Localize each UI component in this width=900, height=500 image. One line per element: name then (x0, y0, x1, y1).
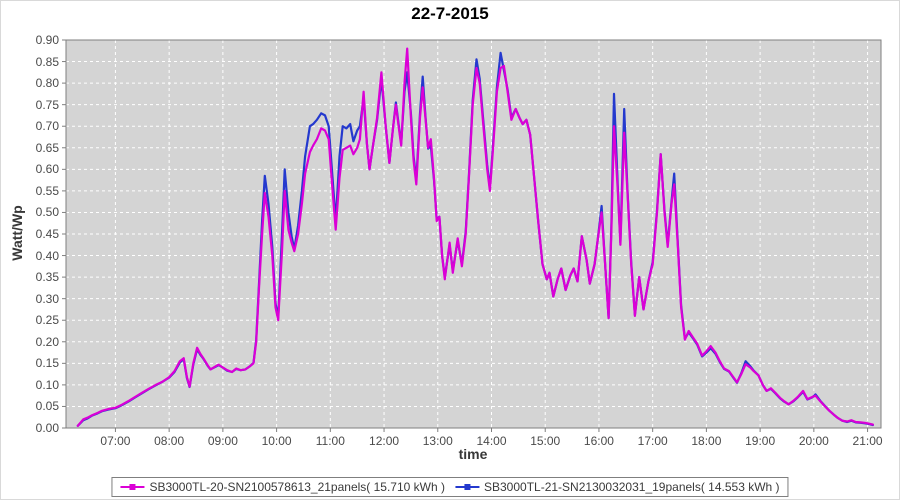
x-tick-label: 17:00 (637, 434, 668, 448)
x-tick-label: 13:00 (422, 434, 453, 448)
y-tick-label: 0.05 (35, 399, 59, 414)
x-tick-label: 21:00 (852, 434, 883, 448)
x-tick-label: 16:00 (583, 434, 614, 448)
legend: SB3000TL-20-SN2100578613_21panels( 15.71… (111, 477, 789, 497)
y-tick-label: 0.00 (35, 421, 59, 435)
y-tick-label: 0.70 (35, 119, 59, 134)
y-tick-label: 0.45 (35, 227, 59, 241)
x-tick-label: 07:00 (100, 434, 131, 448)
y-tick-label: 0.80 (35, 76, 59, 91)
magenta-line-swatch-icon (120, 484, 145, 490)
x-tick-label: 18:00 (691, 434, 722, 448)
y-tick-label: 0.65 (35, 140, 59, 155)
y-tick-label: 0.20 (35, 334, 59, 349)
plot-area (62, 39, 882, 432)
blue-line-swatch-icon (455, 484, 479, 490)
y-tick-label: 0.25 (35, 313, 59, 328)
chart-title: 22-7-2015 (411, 4, 489, 23)
x-tick-label: 20:00 (798, 434, 829, 448)
legend-label-sb3000tl-20: SB3000TL-20-SN2100578613_21panels( 15.71… (149, 480, 445, 494)
x-tick-label: 15:00 (530, 434, 561, 448)
x-tick-label: 14:00 (476, 434, 507, 448)
y-tick-label: 0.85 (35, 54, 59, 69)
x-axis-title: time (458, 446, 488, 462)
legend-label-sb3000tl-21: SB3000TL-21-SN2130032031_19panels( 14.55… (484, 480, 780, 494)
y-tick-label: 0.55 (35, 183, 59, 198)
legend-item-sb3000tl-21: SB3000TL-21-SN2130032031_19panels( 14.55… (455, 480, 780, 494)
legend-item-sb3000tl-20: SB3000TL-20-SN2100578613_21panels( 15.71… (120, 480, 445, 494)
x-tick-label: 12:00 (369, 434, 400, 448)
x-tick-label: 19:00 (745, 434, 776, 448)
y-tick-label: 0.30 (35, 291, 59, 306)
plot-border (65, 39, 882, 429)
y-tick-label: 0.15 (35, 356, 59, 371)
x-tick-label: 09:00 (207, 434, 238, 448)
y-tick-label: 0.35 (35, 270, 59, 285)
y-tick-label: 0.40 (35, 248, 59, 263)
x-tick-label: 11:00 (315, 434, 345, 448)
y-tick-label: 0.50 (35, 205, 59, 220)
series-line-0 (76, 47, 875, 427)
y-tick-label: 0.90 (35, 33, 59, 47)
y-tick-label: 0.75 (35, 97, 59, 112)
x-tick-label: 08:00 (154, 434, 185, 448)
y-tick-label: 0.10 (35, 377, 59, 392)
y-tick-label: 0.60 (35, 162, 59, 177)
x-tick-label: 10:00 (261, 434, 292, 448)
